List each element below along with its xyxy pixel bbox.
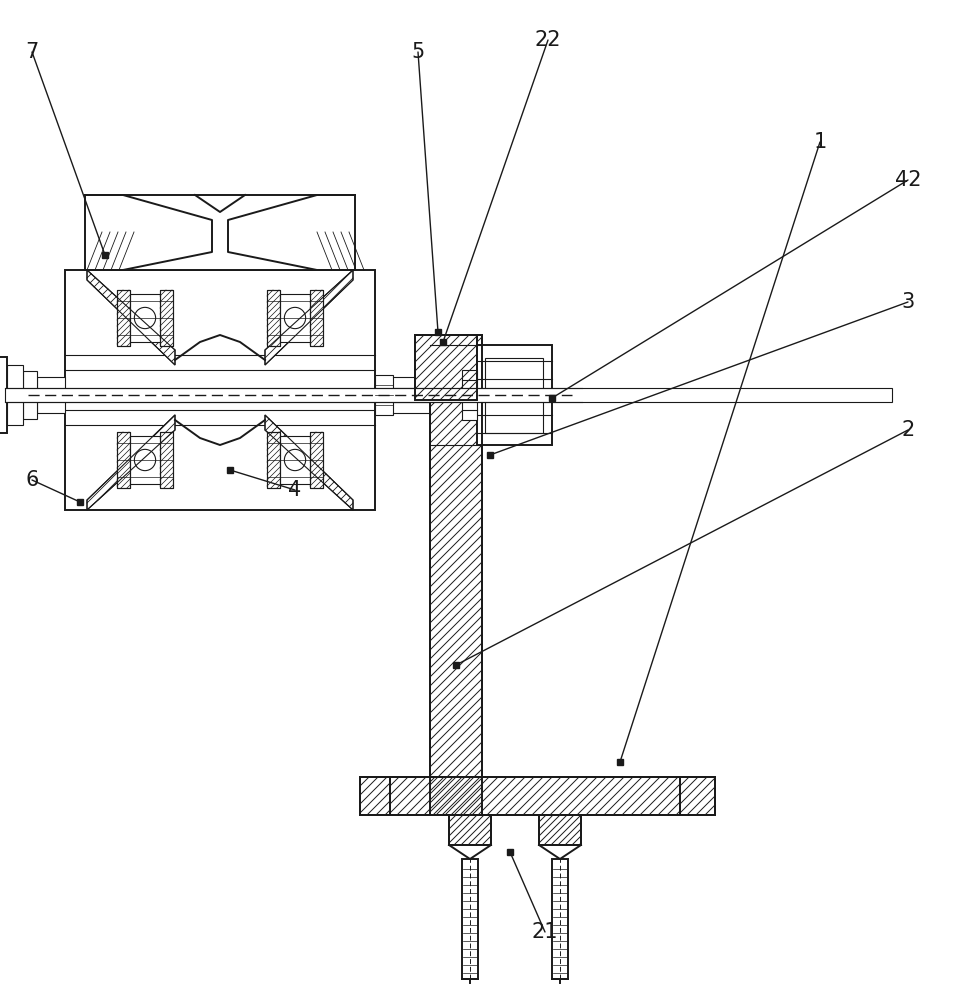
- Bar: [280, 436, 309, 484]
- Text: 1: 1: [813, 132, 825, 152]
- Text: 6: 6: [25, 470, 38, 490]
- Bar: [117, 432, 130, 488]
- Bar: [389, 777, 679, 815]
- Polygon shape: [264, 270, 353, 365]
- Text: 42: 42: [894, 170, 921, 190]
- Bar: [461, 370, 477, 420]
- Text: 4: 4: [288, 480, 302, 500]
- Bar: [430, 335, 481, 815]
- Bar: [449, 815, 490, 845]
- Bar: [117, 432, 130, 488]
- Bar: [130, 436, 160, 484]
- Bar: [430, 335, 481, 815]
- Bar: [477, 345, 552, 445]
- Bar: [7, 365, 23, 425]
- Bar: [679, 777, 714, 815]
- Text: 7: 7: [25, 42, 38, 62]
- Bar: [552, 859, 567, 979]
- Bar: [65, 270, 375, 510]
- Polygon shape: [86, 270, 175, 365]
- Bar: [679, 777, 714, 815]
- Bar: [160, 432, 173, 488]
- Bar: [280, 294, 309, 342]
- Polygon shape: [264, 415, 353, 510]
- Bar: [160, 290, 173, 346]
- Bar: [359, 777, 389, 815]
- Bar: [309, 432, 323, 488]
- Bar: [538, 815, 580, 845]
- Bar: [309, 290, 323, 346]
- Bar: [309, 432, 323, 488]
- Bar: [267, 432, 280, 488]
- Bar: [267, 432, 280, 488]
- Bar: [461, 859, 478, 979]
- Bar: [484, 358, 542, 433]
- Bar: [0, 357, 7, 433]
- Bar: [267, 290, 280, 346]
- Text: 21: 21: [531, 922, 557, 942]
- Bar: [117, 290, 130, 346]
- Bar: [160, 290, 173, 346]
- Bar: [117, 290, 130, 346]
- Bar: [449, 815, 490, 845]
- Bar: [414, 335, 477, 400]
- Text: 5: 5: [411, 42, 424, 62]
- Polygon shape: [86, 415, 175, 510]
- Bar: [389, 777, 679, 815]
- Bar: [160, 432, 173, 488]
- Bar: [359, 777, 389, 815]
- Bar: [309, 290, 323, 346]
- Bar: [267, 290, 280, 346]
- Text: 3: 3: [900, 292, 914, 312]
- Bar: [5, 388, 891, 402]
- Bar: [538, 815, 580, 845]
- Bar: [37, 377, 65, 413]
- Bar: [85, 195, 355, 270]
- Bar: [414, 335, 477, 400]
- Bar: [375, 375, 393, 415]
- Bar: [130, 294, 160, 342]
- Bar: [23, 371, 37, 419]
- Text: 2: 2: [900, 420, 914, 440]
- Text: 22: 22: [534, 30, 560, 50]
